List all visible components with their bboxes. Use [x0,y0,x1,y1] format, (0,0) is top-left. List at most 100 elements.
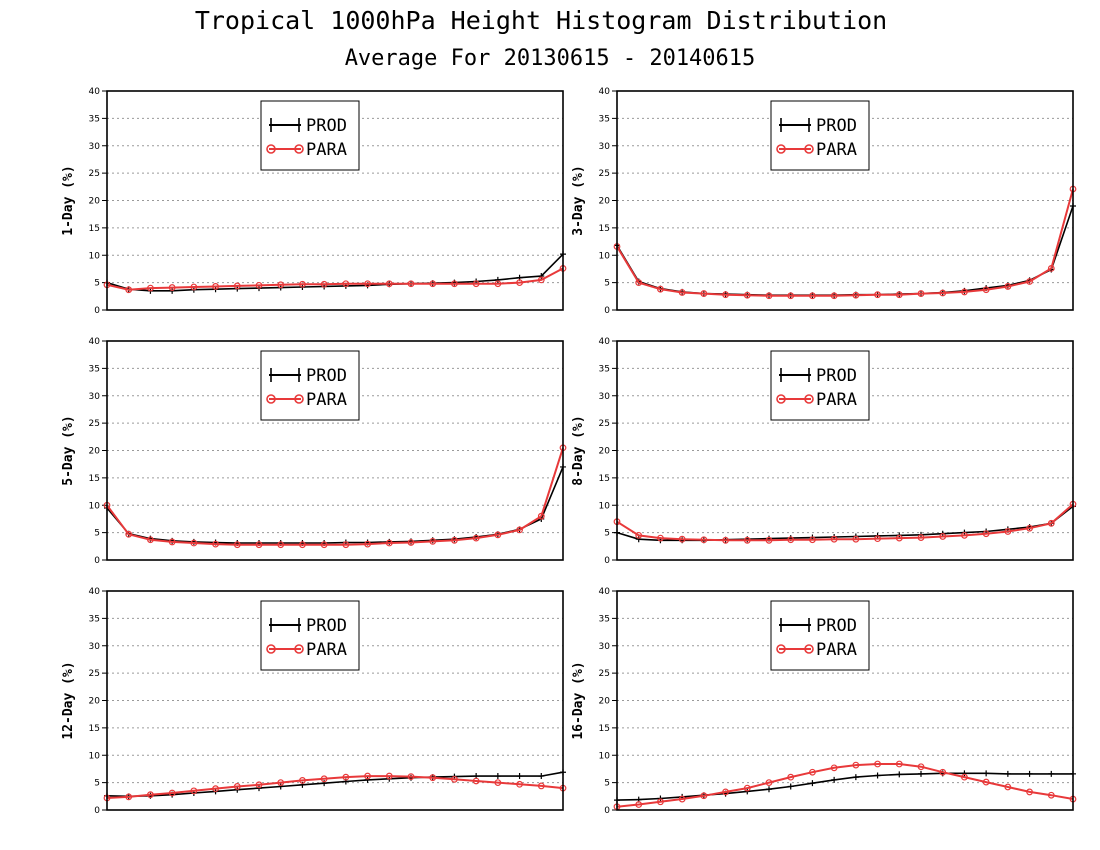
point-para [939,289,947,297]
point-para [364,772,371,780]
legend-marker [294,644,304,654]
y-tick-label: 10 [599,501,611,511]
point-para [852,291,860,299]
point-prod [852,774,859,781]
chart-panel-3: 0 5 10 15 20 25 30 35 40 5-Day (%) PROD PARA [61,337,567,566]
legend-marker [266,144,276,154]
chart-panel-6: 0 5 10 15 20 25 30 35 40 16-Day (%) PROD PARA [571,587,1077,816]
point-para [277,779,285,787]
legend-label-para: PARA [816,390,857,410]
point-para [743,291,751,299]
y-tick-label: 0 [94,306,100,316]
chart-title: Tropical 1000hPa Height Histogram Distri… [194,6,888,35]
point-para [678,535,686,543]
point-para [255,781,263,789]
point-para [385,772,393,780]
y-tick-label: 30 [599,642,611,652]
point-para [657,285,664,293]
point-prod [831,776,838,783]
point-para [635,801,643,808]
point-para [874,291,881,299]
point-para [743,784,751,792]
point-prod [1004,770,1011,777]
legend: PROD PARA [770,600,870,671]
y-tick-label: 10 [89,751,101,761]
point-prod [983,770,990,777]
legend-label-prod: PROD [816,366,857,386]
y-tick-label: 35 [89,364,100,374]
point-para [451,775,458,783]
plot-frame [106,590,564,811]
legend-label-para: PARA [306,390,347,410]
point-prod [364,776,371,783]
y-axis-label: 16-Day (%) [571,661,586,739]
point-para [320,280,328,288]
point-para [537,782,545,790]
series-line-para [616,503,1074,542]
point-para [147,536,154,544]
y-tick-label: 15 [599,724,610,734]
point-prod [277,783,284,790]
point-para [364,540,371,548]
point-prod [494,773,501,780]
series-line-prod [616,205,1074,297]
chart-panel-1: 0 5 10 15 20 25 30 35 40 1-Day (%) PROD PARA [61,87,567,316]
point-para [212,785,219,793]
point-prod [538,273,545,280]
legend-marker [266,644,276,654]
point-para [830,535,838,543]
point-para [1004,528,1012,535]
point-para [168,538,176,546]
legend-marker [804,394,814,404]
point-para [190,787,198,795]
y-tick-label: 15 [599,474,610,484]
point-prod [766,786,772,793]
point-para [635,531,643,539]
point-para [233,783,241,790]
point-para [765,779,773,787]
point-prod [538,773,545,780]
point-para [472,777,480,785]
legend-marker [776,644,786,654]
y-axis-label: 5-Day (%) [61,415,76,485]
point-para [212,283,219,290]
y-tick-label: 35 [89,614,100,624]
legend: PROD PARA [770,100,870,171]
point-para [961,531,968,539]
legend-label-para: PARA [306,140,347,160]
legend-label-para: PARA [816,140,857,160]
point-para [982,530,990,538]
point-para [537,512,545,520]
point-para [874,760,881,768]
y-tick-label: 5 [604,779,610,789]
y-tick-label: 0 [94,806,100,816]
point-prod [516,773,523,780]
point-para [1047,264,1055,272]
point-prod [961,770,968,777]
legend-marker [804,144,814,154]
y-tick-label: 35 [599,614,610,624]
point-para [917,763,925,771]
point-para [809,536,816,544]
y-tick-label: 40 [599,87,611,97]
series-line-para [616,763,1074,808]
point-prod [874,772,881,779]
point-para [255,281,263,289]
point-para [364,280,371,288]
point-prod [918,770,924,777]
y-tick-label: 25 [89,669,100,679]
series-line-prod [106,771,564,798]
series-line-prod [106,466,564,544]
point-para [168,284,176,291]
point-para [494,280,502,288]
point-para [168,789,176,797]
point-para [429,774,437,782]
point-para [125,530,133,538]
point-para [809,292,816,300]
legend-marker [804,644,814,654]
point-para [765,536,773,544]
point-para [830,292,838,300]
point-para [147,791,154,799]
y-tick-label: 30 [89,392,101,402]
